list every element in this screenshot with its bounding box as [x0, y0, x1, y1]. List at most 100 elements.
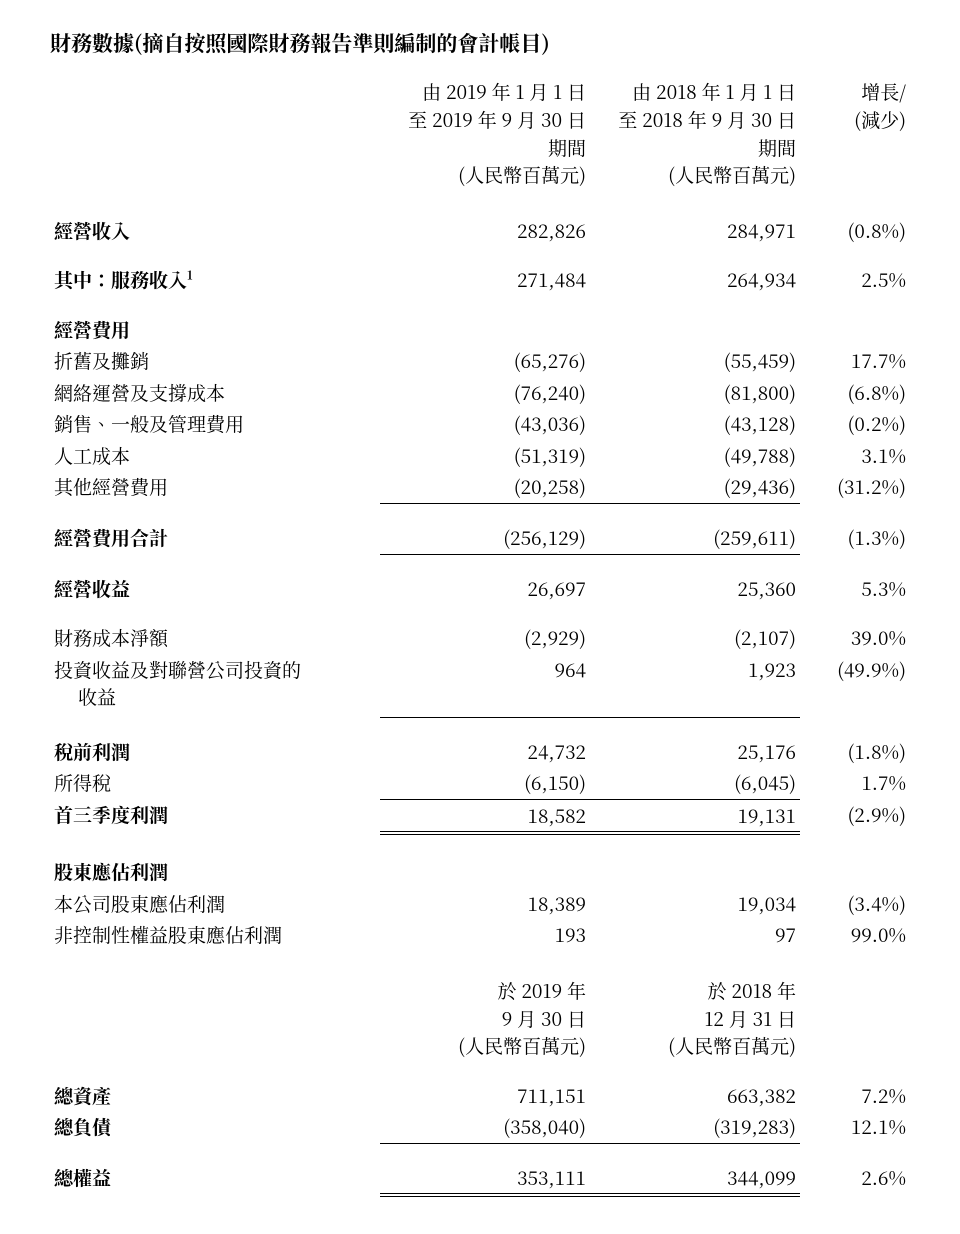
cell-2019: (51,319) — [380, 440, 590, 472]
row-label: 經營費用 — [50, 314, 380, 346]
row-shareholder-profit-header: 股東應佔利潤 — [50, 856, 910, 888]
cell-2018: 25,176 — [590, 736, 800, 768]
cell-2018: 284,971 — [590, 215, 800, 247]
row-label: 人工成本 — [50, 440, 380, 472]
cell-change: (3.4%) — [800, 888, 910, 920]
row-labor: 人工成本 (51,319) (49,788) 3.1% — [50, 440, 910, 472]
hdr-line: (人民幣百萬元) — [594, 1032, 796, 1060]
hdr-line: (人民幣百萬元) — [594, 161, 796, 189]
row-company-shareholders: 本公司股東應佔利潤 18,389 19,034 (3.4%) — [50, 888, 910, 920]
row-label: 經營收益 — [50, 573, 380, 605]
row-total-assets: 總資產 711,151 663,382 7.2% — [50, 1080, 910, 1112]
row-label: 稅前利潤 — [50, 736, 380, 768]
row-network: 網絡運營及支撐成本 (76,240) (81,800) (6.8%) — [50, 377, 910, 409]
row-label-line2: 收益 — [54, 683, 376, 711]
row-label-text: 其中：服務收入 — [54, 266, 187, 293]
row-q3-profit: 首三季度利潤 18,582 19,131 (2.9%) — [50, 799, 910, 832]
cell-2019: (76,240) — [380, 377, 590, 409]
row-pretax-profit: 稅前利潤 24,732 25,176 (1.8%) — [50, 736, 910, 768]
cell-2018: (259,611) — [590, 522, 800, 554]
row-income-tax: 所得稅 (6,150) (6,045) 1.7% — [50, 767, 910, 799]
hdr-line: 期間 — [594, 134, 796, 162]
col-2018-header-2: 於 2018 年 12 月 31 日 (人民幣百萬元) — [590, 975, 800, 1062]
hdr-line: (人民幣百萬元) — [384, 1032, 586, 1060]
cell-2019: (6,150) — [380, 767, 590, 799]
cell-change: 39.0% — [800, 622, 910, 654]
row-label: 股東應佔利潤 — [50, 856, 380, 888]
row-label: 折舊及攤銷 — [50, 345, 380, 377]
hdr-line: 至 2019 年 9 月 30 日 — [384, 106, 586, 134]
cell-2019: 18,389 — [380, 888, 590, 920]
cell-change: (1.3%) — [800, 522, 910, 554]
cell-2019: 711,151 — [380, 1080, 590, 1112]
cell-change: 3.1% — [800, 440, 910, 472]
row-label: 總權益 — [50, 1162, 380, 1194]
col-change-header: 增長/ (減少) — [800, 76, 910, 190]
cell-2018: 19,131 — [590, 799, 800, 832]
hdr-line: 由 2018 年 1 月 1 日 — [594, 78, 796, 106]
row-label: 所得稅 — [50, 767, 380, 799]
cell-2019: 26,697 — [380, 573, 590, 605]
row-sga: 銷售、一般及管理費用 (43,036) (43,128) (0.2%) — [50, 408, 910, 440]
cell-2018: 25,360 — [590, 573, 800, 605]
cell-change: 2.5% — [800, 264, 910, 296]
cell-2019: (20,258) — [380, 471, 590, 503]
cell-change: (2.9%) — [800, 799, 910, 832]
row-finance-cost: 財務成本淨額 (2,929) (2,107) 39.0% — [50, 622, 910, 654]
row-label: 首三季度利潤 — [50, 799, 380, 832]
hdr-line: 9 月 30 日 — [384, 1005, 586, 1033]
row-total-equity: 總權益 353,111 344,099 2.6% — [50, 1162, 910, 1194]
table-header-row-2: 於 2019 年 9 月 30 日 (人民幣百萬元) 於 2018 年 12 月… — [50, 975, 910, 1062]
cell-2019: (256,129) — [380, 522, 590, 554]
row-op-expenses-header: 經營費用 — [50, 314, 910, 346]
cell-2019: 18,582 — [380, 799, 590, 832]
cell-2019: 964 — [380, 654, 590, 713]
table-header-row: 由 2019 年 1 月 1 日 至 2019 年 9 月 30 日 期間 (人… — [50, 76, 910, 190]
cell-2018: (2,107) — [590, 622, 800, 654]
row-total-liabilities: 總負債 (358,040) (319,283) 12.1% — [50, 1111, 910, 1143]
financial-table: 由 2019 年 1 月 1 日 至 2019 年 9 月 30 日 期間 (人… — [50, 76, 910, 1194]
hdr-line: (人民幣百萬元) — [384, 161, 586, 189]
cell-change: 99.0% — [800, 919, 910, 951]
row-service-revenue: 其中：服務收入1 271,484 264,934 2.5% — [50, 264, 910, 296]
hdr-line: (減少) — [804, 106, 906, 134]
row-depreciation: 折舊及攤銷 (65,276) (55,459) 17.7% — [50, 345, 910, 377]
row-other-op-exp: 其他經營費用 (20,258) (29,436) (31.2%) — [50, 471, 910, 503]
cell-2019: (2,929) — [380, 622, 590, 654]
cell-2018: (29,436) — [590, 471, 800, 503]
footnote-ref: 1 — [187, 267, 193, 284]
row-label: 經營費用合計 — [50, 522, 380, 554]
cell-2019: 193 — [380, 919, 590, 951]
cell-2018: (319,283) — [590, 1111, 800, 1143]
cell-2019: 271,484 — [380, 264, 590, 296]
cell-2018: 1,923 — [590, 654, 800, 713]
cell-change: 7.2% — [800, 1080, 910, 1112]
hdr-line: 於 2018 年 — [594, 977, 796, 1005]
row-label: 網絡運營及支撐成本 — [50, 377, 380, 409]
row-label: 銷售、一般及管理費用 — [50, 408, 380, 440]
hdr-line: 增長/ — [804, 78, 906, 106]
col-2019-header-2: 於 2019 年 9 月 30 日 (人民幣百萬元) — [380, 975, 590, 1062]
row-label: 總負債 — [50, 1111, 380, 1143]
cell-2018: (43,128) — [590, 408, 800, 440]
cell-2019: 353,111 — [380, 1162, 590, 1194]
cell-change: 1.7% — [800, 767, 910, 799]
cell-change: (1.8%) — [800, 736, 910, 768]
row-operating-income: 經營收益 26,697 25,360 5.3% — [50, 573, 910, 605]
cell-change: 17.7% — [800, 345, 910, 377]
row-op-exp-total: 經營費用合計 (256,129) (259,611) (1.3%) — [50, 522, 910, 554]
cell-2018: (49,788) — [590, 440, 800, 472]
hdr-line: 至 2018 年 9 月 30 日 — [594, 106, 796, 134]
row-label: 非控制性權益股東應佔利潤 — [50, 919, 380, 951]
row-label: 經營收入 — [50, 215, 380, 247]
cell-2018: (55,459) — [590, 345, 800, 377]
row-label: 總資產 — [50, 1080, 380, 1112]
row-label: 其他經營費用 — [50, 471, 380, 503]
cell-2018: 264,934 — [590, 264, 800, 296]
row-label: 財務成本淨額 — [50, 622, 380, 654]
row-label: 投資收益及對聯營公司投資的 收益 — [50, 654, 380, 713]
row-label-line1: 投資收益及對聯營公司投資的 — [54, 656, 376, 684]
hdr-line: 12 月 31 日 — [594, 1005, 796, 1033]
hdr-line: 於 2019 年 — [384, 977, 586, 1005]
cell-2019: (65,276) — [380, 345, 590, 377]
